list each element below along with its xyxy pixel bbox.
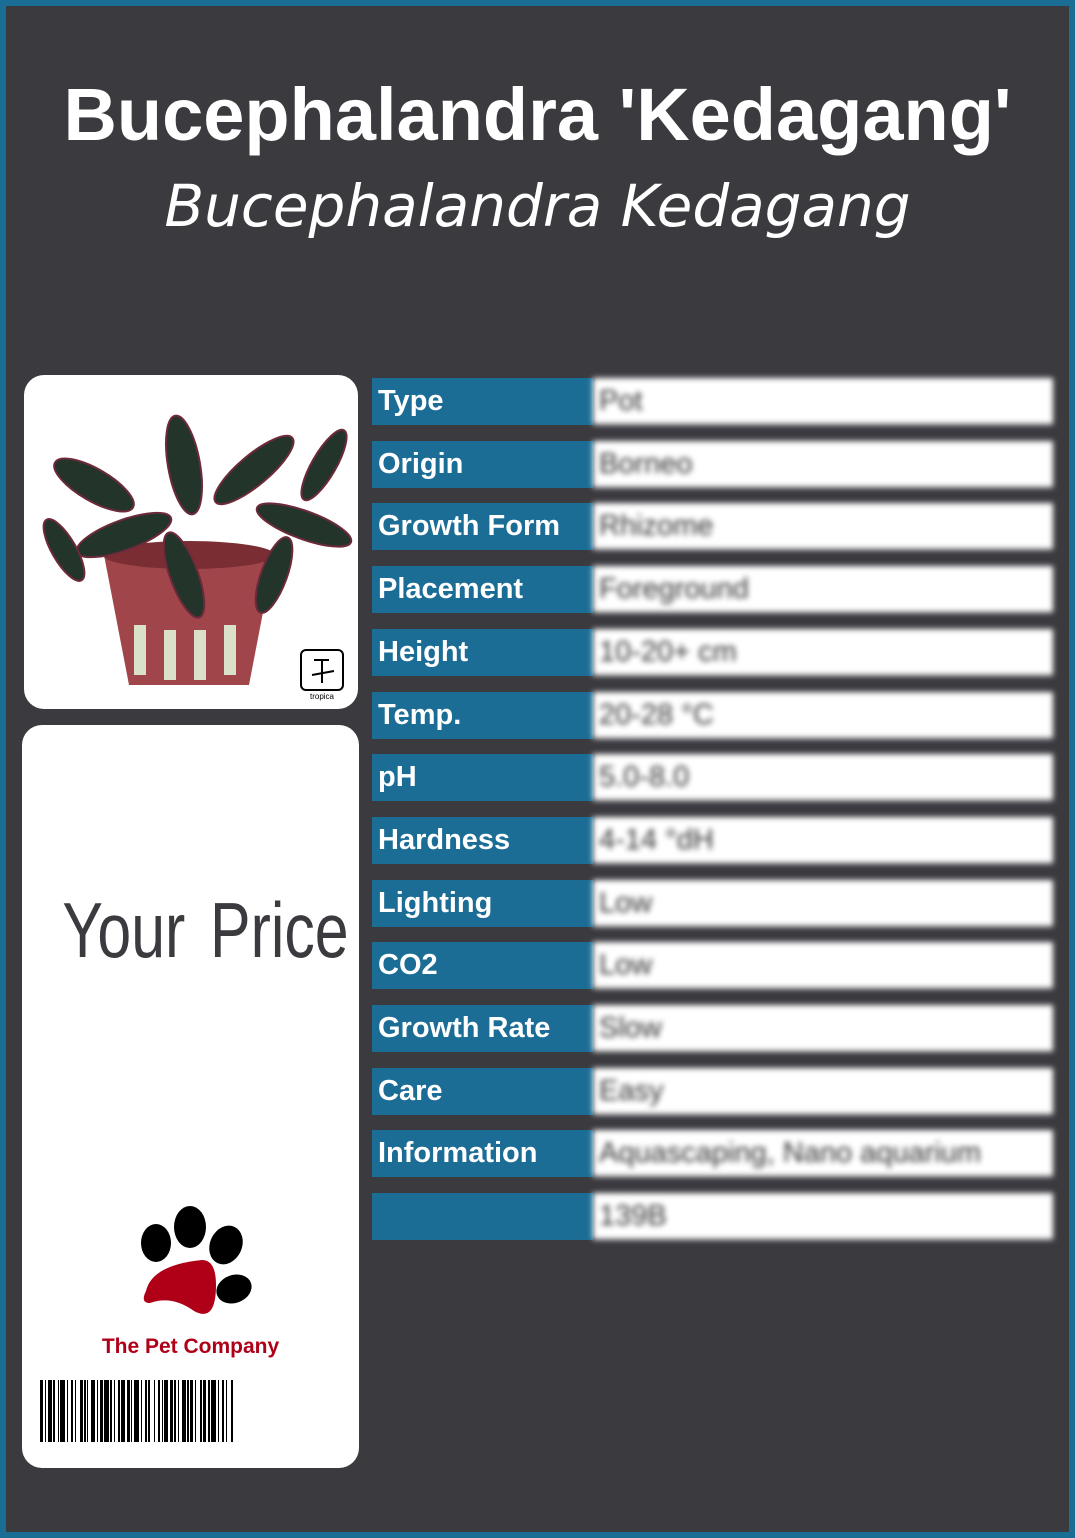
barcode-bar	[170, 1380, 173, 1442]
spec-label: Placement	[372, 566, 593, 614]
barcode-bar	[75, 1380, 76, 1442]
tropica-badge-text: tropica	[310, 692, 335, 701]
barcode-bar	[45, 1380, 46, 1442]
price-area: Your Price	[22, 885, 359, 976]
spec-row: Growth Form Rhizome	[372, 503, 1053, 551]
barcode-bar	[100, 1380, 103, 1442]
spec-value: Aquascaping, Nano aquarium	[593, 1130, 1053, 1178]
spec-label	[372, 1193, 593, 1241]
plant-image: tropica	[24, 375, 358, 709]
spec-label: pH	[372, 754, 593, 802]
barcode-bar	[174, 1380, 176, 1442]
page-title: Bucephalandra 'Kedagang'	[63, 73, 1012, 156]
plant-in-pot-icon: tropica	[42, 414, 353, 701]
spec-label: CO2	[372, 942, 593, 990]
spec-value: 20-28 °C	[593, 691, 1053, 739]
barcode-bar	[187, 1380, 189, 1442]
spec-row: Care Easy	[372, 1067, 1053, 1115]
barcode-bar	[208, 1380, 210, 1442]
spec-label: Hardness	[372, 816, 593, 864]
barcode-bar	[53, 1380, 55, 1442]
spec-row: Temp. 20-28 °C	[372, 691, 1053, 739]
barcode-bar	[203, 1380, 206, 1442]
barcode-bar	[158, 1380, 160, 1442]
spec-label: Growth Form	[372, 503, 593, 551]
spec-row: CO2 Low	[372, 942, 1053, 990]
barcode-bar	[60, 1380, 65, 1442]
barcode	[40, 1380, 233, 1442]
barcode-bar	[48, 1380, 52, 1442]
price-card: Your Price The Pet Company	[22, 725, 359, 1468]
barcode-bar	[190, 1380, 193, 1442]
scientific-name: Bucephalandra Kedagang	[164, 172, 911, 240]
barcode-bar	[195, 1380, 196, 1442]
spec-label: Type	[372, 378, 593, 425]
spec-value: 5.0-8.0	[593, 754, 1053, 802]
barcode-bar	[164, 1380, 168, 1442]
spec-value: Low	[593, 942, 1053, 990]
barcode-bar	[211, 1380, 216, 1442]
barcode-bar	[154, 1380, 155, 1442]
spec-row: Hardness 4-14 °dH	[372, 816, 1053, 864]
spec-label: Height	[372, 628, 593, 676]
barcode-bar	[134, 1380, 139, 1442]
barcode-bar	[162, 1380, 163, 1442]
barcode-bar	[80, 1380, 83, 1442]
spec-row: Type Pot	[372, 378, 1053, 425]
spec-row: Height 10-20+ cm	[372, 628, 1053, 676]
spec-label: Care	[372, 1067, 593, 1115]
spec-label: Temp.	[372, 691, 593, 739]
spec-row: Placement Foreground	[372, 566, 1053, 614]
barcode-bar	[71, 1380, 73, 1442]
barcode-bar	[58, 1380, 59, 1442]
spec-value: Pot	[593, 378, 1053, 425]
barcode-bar	[178, 1380, 179, 1442]
barcode-bar	[148, 1380, 150, 1442]
barcode-bar	[67, 1380, 68, 1442]
barcode-bar	[200, 1380, 202, 1442]
barcode-bar	[118, 1380, 120, 1442]
spec-value: Low	[593, 879, 1053, 927]
spec-row: Origin Borneo	[372, 440, 1053, 488]
spec-value: Borneo	[593, 440, 1053, 488]
spec-value: Slow	[593, 1005, 1053, 1052]
barcode-bar	[145, 1380, 147, 1442]
spec-value: Foreground	[593, 566, 1053, 614]
barcode-bar	[218, 1380, 219, 1442]
barcode-bar	[226, 1380, 227, 1442]
spec-label: Lighting	[372, 879, 593, 927]
barcode-bar	[114, 1380, 115, 1442]
spec-row: 139B	[372, 1193, 1053, 1241]
barcode-bar	[182, 1380, 186, 1442]
spec-label: Growth Rate	[372, 1005, 593, 1052]
price-label: Your Price	[62, 886, 349, 974]
brand-name: The Pet Company	[101, 1335, 280, 1358]
spec-label: Origin	[372, 440, 593, 488]
barcode-bar	[97, 1380, 98, 1442]
barcode-bar	[91, 1380, 95, 1442]
spec-value: 10-20+ cm	[593, 628, 1053, 676]
paw-print-logo-icon	[141, 1206, 252, 1314]
barcode-bar	[87, 1380, 88, 1442]
barcode-bar	[141, 1380, 142, 1442]
spec-row: Lighting Low	[372, 879, 1053, 927]
spec-row: pH 5.0-8.0	[372, 754, 1053, 802]
barcode-bar	[84, 1380, 86, 1442]
barcode-bar	[121, 1380, 125, 1442]
barcode-bar	[104, 1380, 109, 1442]
spec-value: 139B	[593, 1193, 1053, 1241]
spec-value: Easy	[593, 1067, 1053, 1115]
spec-row: Information Aquascaping, Nano aquarium	[372, 1130, 1053, 1178]
spec-row: Growth Rate Slow	[372, 1005, 1053, 1052]
spec-label: Information	[372, 1130, 593, 1178]
barcode-bar	[131, 1380, 132, 1442]
barcode-bar	[110, 1380, 112, 1442]
spec-value: Rhizome	[593, 503, 1053, 551]
barcode-bar	[40, 1380, 43, 1442]
barcode-bar	[231, 1380, 233, 1442]
spec-value: 4-14 °dH	[593, 816, 1053, 864]
barcode-bar	[222, 1380, 224, 1442]
barcode-bar	[127, 1380, 130, 1442]
